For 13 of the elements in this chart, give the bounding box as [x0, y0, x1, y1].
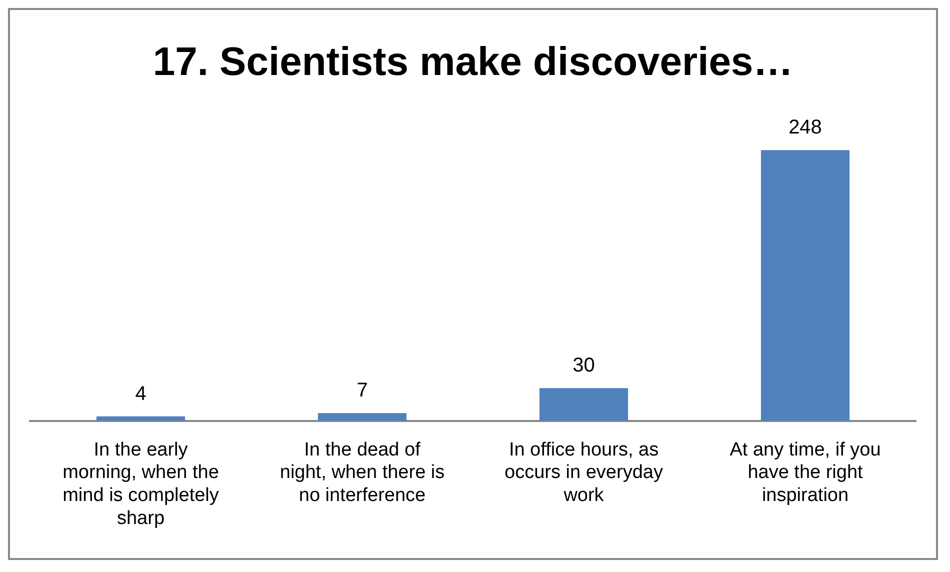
data-label: 248 [788, 116, 822, 139]
bar [539, 388, 628, 421]
bar [760, 150, 850, 421]
data-label: 4 [135, 382, 146, 405]
bar [318, 413, 407, 421]
x-tick-label: In the early morning, when the mind is completely sharp [62, 439, 220, 529]
bar [96, 416, 186, 421]
chart-title: 17. Scientists make discoveries… [152, 40, 794, 84]
x-tick-label: In office hours, as occurs in everyday work [504, 439, 664, 506]
x-tick-label: In the dead of night, when there is no interference [280, 439, 445, 506]
x-tick-label: At any time, if you have the right inspiration [730, 439, 881, 506]
data-label: 30 [572, 354, 595, 377]
data-label: 7 [356, 380, 368, 402]
